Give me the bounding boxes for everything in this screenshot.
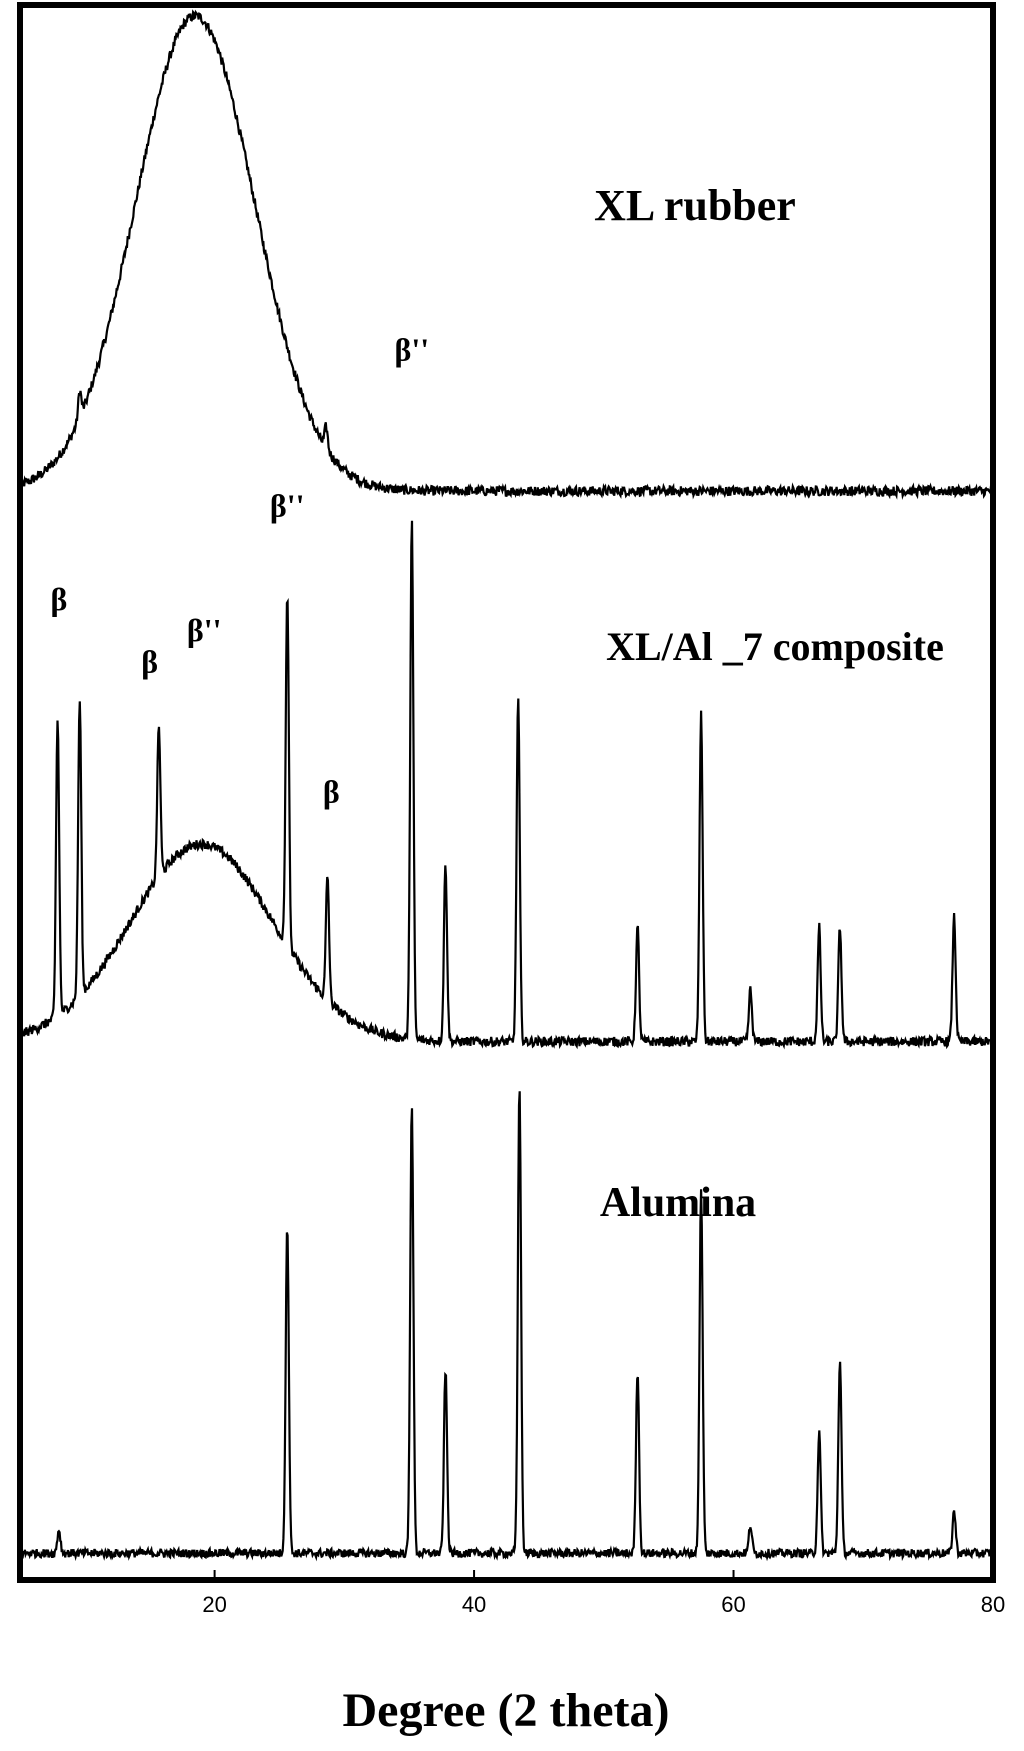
peak-annotation-4: β'' bbox=[270, 487, 305, 523]
peak-annotation-2: β bbox=[141, 643, 158, 679]
series-label-composite: XL/Al _7 composite bbox=[606, 624, 944, 669]
series-label-alumina: Alumina bbox=[600, 1180, 756, 1226]
peak-annotation-6: β'' bbox=[394, 331, 429, 367]
x-tick-label: 40 bbox=[462, 1592, 486, 1617]
x-tick-label: 80 bbox=[981, 1592, 1005, 1617]
peak-annotation-1: β bbox=[50, 581, 67, 617]
peak-annotation-3: β'' bbox=[187, 612, 222, 648]
series-line-3 bbox=[19, 1091, 995, 1562]
x-tick-label: 60 bbox=[721, 1592, 745, 1617]
x-axis-ticks: 20 40 60 80 bbox=[202, 1570, 1005, 1617]
series-line-1 bbox=[18, 9, 994, 501]
series-curves bbox=[18, 9, 995, 1562]
series-label-xl-rubber: XL rubber bbox=[594, 181, 796, 230]
x-tick-label: 20 bbox=[202, 1592, 226, 1617]
series-labels: XL rubber XL/Al _7 composite Alumina bbox=[594, 181, 944, 1226]
series-line-2 bbox=[18, 520, 994, 1050]
x-axis-title: Degree (2 theta) bbox=[343, 1684, 670, 1737]
peak-annotation-5: β bbox=[323, 773, 340, 809]
peak-annotations: β β β'' β'' β β'' bbox=[50, 331, 429, 809]
plot-frame bbox=[17, 2, 996, 1583]
